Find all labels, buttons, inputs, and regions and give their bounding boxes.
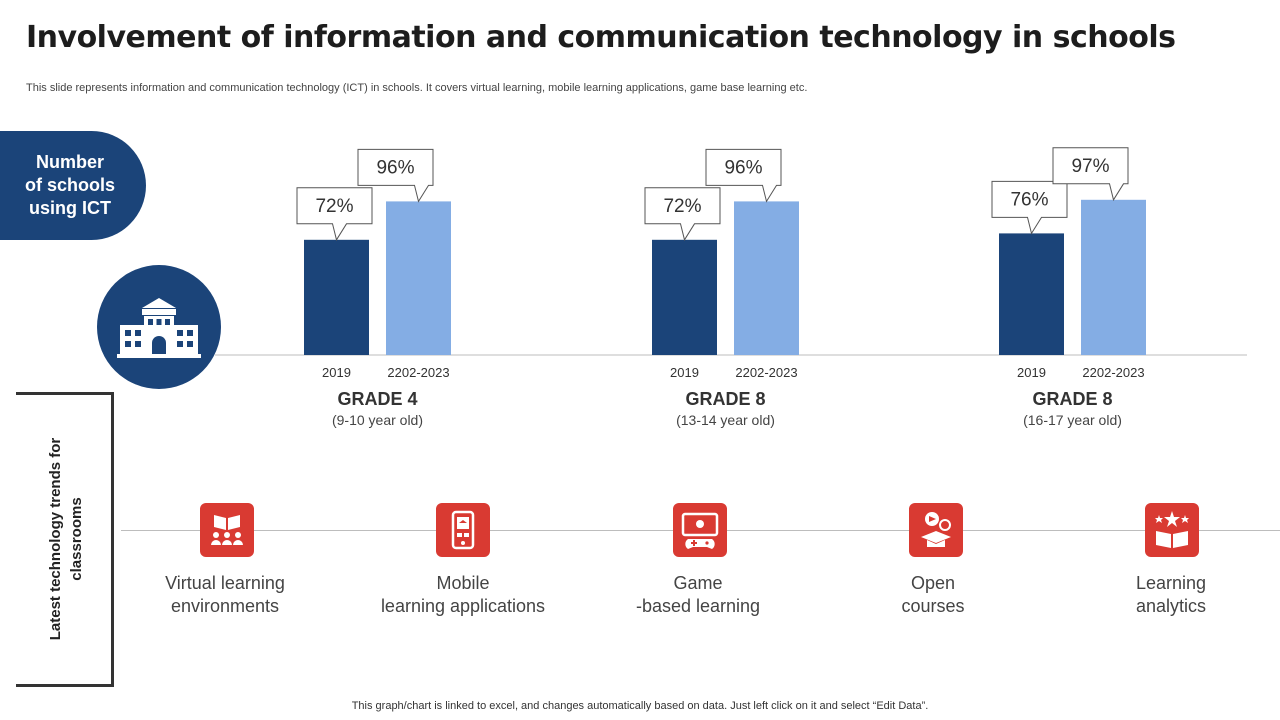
ict-label-pill: Number of schools using ICT: [0, 131, 146, 240]
game-controller-icon: [673, 503, 727, 557]
x-tick-label: 2202-2023: [1082, 365, 1144, 380]
page-title: Involvement of information and communica…: [26, 20, 1176, 55]
trend-label-line: analytics: [1135, 596, 1207, 616]
trend-label-line: Virtual learning: [165, 573, 285, 593]
trend-label-game-based-learning: Game -based learning: [588, 572, 808, 618]
trend-label-open-courses: Open courses: [823, 572, 1043, 618]
school-building-icon: [97, 265, 221, 389]
trend-label-line: Game: [673, 573, 723, 593]
data-label-callout: [644, 187, 721, 242]
bar: [734, 201, 799, 355]
bar: [652, 239, 717, 355]
footer-note: This graph/chart is linked to excel, and…: [351, 700, 929, 712]
trend-label-learning-analytics: Learning analytics: [1061, 572, 1280, 618]
trends-section-label: Latest technology trends for classrooms: [45, 409, 87, 669]
group-label: GRADE 4: [337, 389, 417, 409]
trend-label-mobile-learning: Mobile learning applications: [353, 572, 573, 618]
classroom-book-icon: [200, 503, 254, 557]
x-tick-label: 2202-2023: [387, 365, 449, 380]
data-label: 96%: [724, 157, 762, 178]
ict-label-line: using ICT: [29, 198, 111, 218]
data-label-callout: [705, 148, 782, 203]
group-label: GRADE 8: [1032, 389, 1112, 409]
data-label-callout: [991, 180, 1068, 235]
data-label-callout: [357, 148, 434, 203]
x-tick-label: 2202-2023: [735, 365, 797, 380]
trends-section-label-line: Latest technology trends for: [47, 437, 64, 641]
data-label: 72%: [663, 196, 701, 217]
group-label: GRADE 8: [685, 389, 765, 409]
trend-label-line: -based learning: [635, 596, 761, 616]
mobile-learning-icon: [436, 503, 490, 557]
data-label: 76%: [1010, 189, 1048, 210]
ict-label-text: Number of schools using ICT: [15, 151, 125, 220]
online-course-icon: [909, 503, 963, 557]
group-sublabel: (16-17 year old): [1023, 412, 1122, 428]
ict-label-line: Number: [35, 152, 104, 172]
x-tick-label: 2019: [1017, 365, 1046, 380]
page-subtitle: This slide represents information and co…: [26, 82, 808, 94]
x-tick-label: 2019: [322, 365, 351, 380]
bar: [386, 201, 451, 355]
trend-label-line: Open: [910, 573, 956, 593]
data-label: 96%: [376, 157, 414, 178]
bar: [1081, 199, 1146, 355]
group-sublabel: (9-10 year old): [332, 412, 423, 428]
data-label-callout: [1052, 147, 1129, 202]
learning-analytics-icon: [1145, 503, 1199, 557]
trends-bracket: [16, 392, 114, 687]
bar: [999, 233, 1064, 355]
trend-label-line: courses: [901, 596, 965, 616]
data-label-callout: [296, 187, 373, 242]
ict-label-line: of schools: [24, 175, 115, 195]
x-tick-label: 2019: [670, 365, 699, 380]
trend-label-line: environments: [170, 596, 280, 616]
data-label: 72%: [315, 196, 353, 217]
trend-label-line: Learning: [1135, 573, 1207, 593]
trends-section-label-line: classrooms: [68, 497, 85, 581]
group-sublabel: (13-14 year old): [676, 412, 775, 428]
data-label: 97%: [1071, 156, 1109, 177]
trend-label-line: learning applications: [380, 596, 546, 616]
bar: [304, 239, 369, 355]
trend-label-virtual-learning: Virtual learning environments: [115, 572, 335, 618]
trend-label-line: Mobile: [436, 573, 490, 593]
